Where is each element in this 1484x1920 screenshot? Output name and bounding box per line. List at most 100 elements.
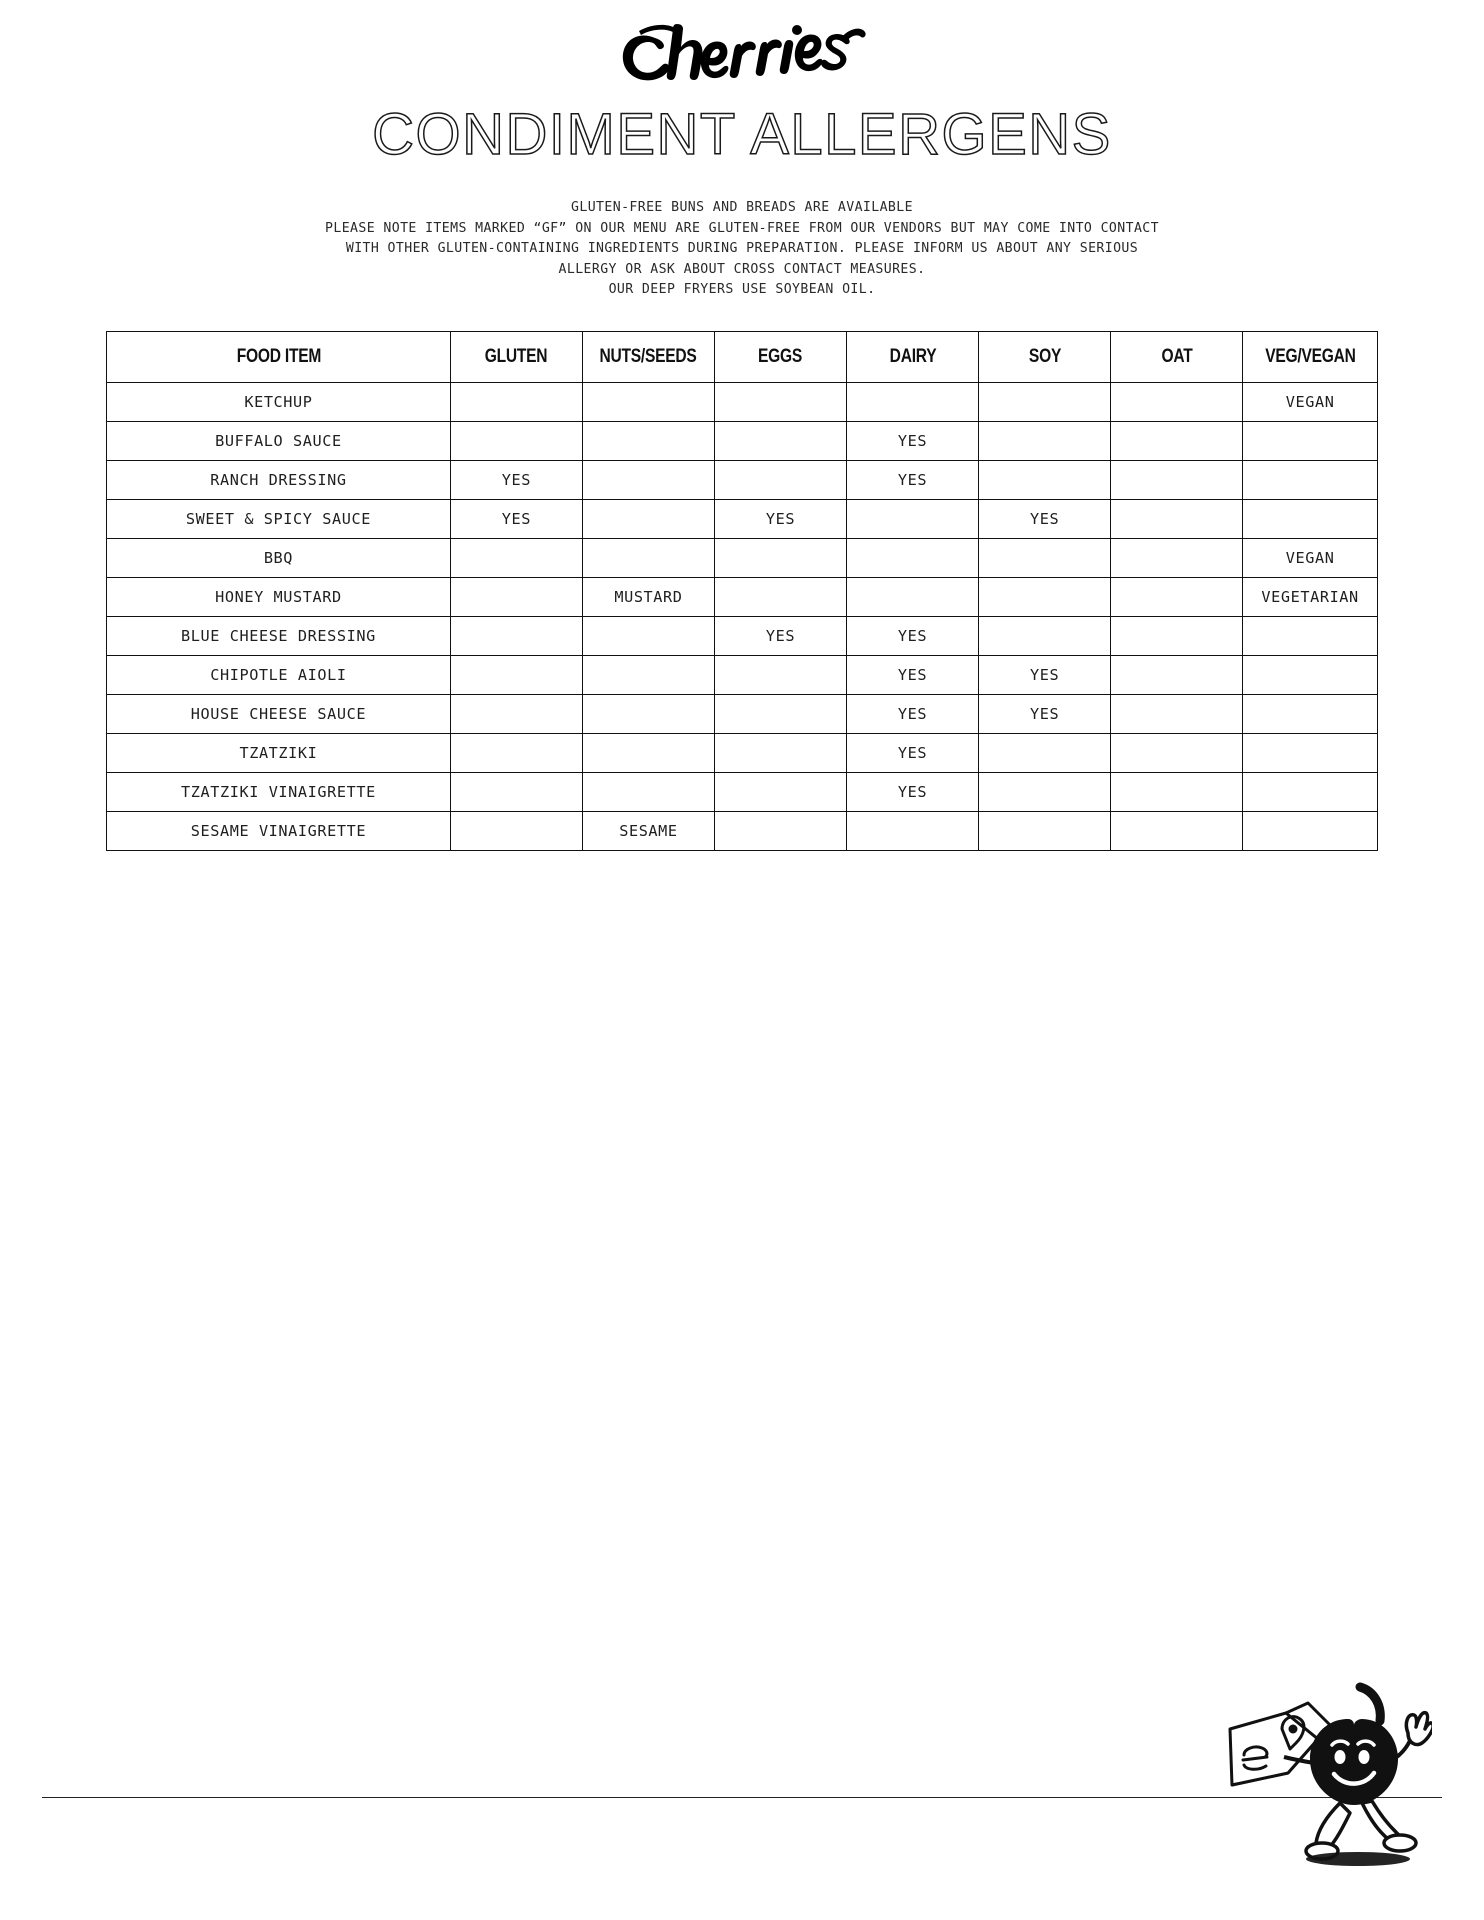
cell-gluten — [449, 576, 583, 617]
cell-dairy — [846, 537, 980, 578]
cell-food-item: TZATZIKI — [106, 732, 451, 773]
cell-gluten — [449, 420, 583, 461]
cell-eggs — [713, 459, 848, 500]
cherries-script-logo-icon — [622, 24, 866, 81]
cell-eggs — [713, 537, 848, 578]
cell-nuts-seeds — [581, 771, 715, 812]
cell-gluten: YES — [449, 498, 583, 539]
cell-veg-vegan: VEGAN — [1242, 537, 1378, 578]
column-header-gluten: GLUTEN — [461, 330, 571, 383]
cell-nuts-seeds — [581, 459, 715, 500]
cell-veg-vegan — [1242, 654, 1378, 695]
cell-nuts-seeds — [581, 498, 715, 539]
cell-eggs — [713, 576, 848, 617]
allergen-table: FOOD ITEM GLUTEN NUTS/SEEDS EGGS DAIRY S… — [106, 330, 1378, 851]
cell-nuts-seeds: MUSTARD — [581, 576, 715, 617]
table-row: TZATZIKI VINAIGRETTE YES — [106, 771, 1378, 812]
cell-gluten — [449, 732, 583, 773]
cell-dairy: YES — [846, 732, 980, 773]
page-title-text: CONDIMENT ALLERGENS — [372, 102, 1112, 167]
note-line-3: WITH OTHER GLUTEN-CONTAINING INGREDIENTS… — [345, 241, 1139, 256]
allergen-table-container: FOOD ITEM GLUTEN NUTS/SEEDS EGGS DAIRY S… — [106, 330, 1378, 851]
cell-veg-vegan — [1242, 420, 1378, 461]
cell-gluten — [449, 537, 583, 578]
cell-dairy: YES — [846, 420, 980, 461]
cell-food-item: HONEY MUSTARD — [106, 576, 451, 617]
cell-soy — [978, 576, 1112, 617]
cell-dairy: YES — [846, 459, 980, 500]
cell-food-item: BUFFALO SAUCE — [106, 420, 451, 461]
column-header-veg-vegan: VEG/VEGAN — [1254, 330, 1366, 383]
page-footer — [0, 1620, 1484, 1920]
cell-soy — [978, 381, 1112, 422]
cell-eggs: YES — [713, 615, 848, 656]
column-header-nuts-seeds: NUTS/SEEDS — [593, 330, 703, 383]
cell-soy: YES — [978, 498, 1112, 539]
table-row: SESAME VINAIGRETTE SESAME — [106, 810, 1378, 851]
cell-soy — [978, 420, 1112, 461]
cell-soy: YES — [978, 693, 1112, 734]
table-row: TZATZIKI YES — [106, 732, 1378, 773]
cell-eggs — [713, 810, 848, 851]
cell-veg-vegan — [1242, 693, 1378, 734]
cell-dairy — [846, 576, 980, 617]
walking-cherry-mascot-with-menu-icon — [1228, 1682, 1432, 1866]
cell-nuts-seeds — [581, 420, 715, 461]
footer-divider — [42, 1796, 1442, 1798]
cell-dairy — [846, 381, 980, 422]
table-row: KETCHUP VEGAN — [106, 381, 1378, 422]
cell-gluten — [449, 771, 583, 812]
cell-eggs — [713, 771, 848, 812]
cell-oat — [1110, 459, 1244, 500]
allergen-notes: GLUTEN-FREE BUNS AND BREADS ARE AVAILABL… — [0, 198, 1484, 301]
cell-oat — [1110, 732, 1244, 773]
cell-soy — [978, 615, 1112, 656]
table-row: HONEY MUSTARD MUSTARD VEGETARIAN — [106, 576, 1378, 617]
cell-gluten — [449, 810, 583, 851]
column-header-soy: SOY — [990, 330, 1100, 383]
cell-oat — [1110, 615, 1244, 656]
cell-veg-vegan — [1242, 615, 1378, 656]
cell-soy — [978, 732, 1112, 773]
table-row: RANCH DRESSING YES YES — [106, 459, 1378, 500]
table-row: BUFFALO SAUCE YES — [106, 420, 1378, 461]
cell-nuts-seeds — [581, 654, 715, 695]
cell-oat — [1110, 537, 1244, 578]
cell-food-item: CHIPOTLE AIOLI — [106, 654, 451, 695]
cell-soy: YES — [978, 654, 1112, 695]
allergen-table-header: FOOD ITEM GLUTEN NUTS/SEEDS EGGS DAIRY S… — [107, 330, 1378, 383]
allergen-table-body: KETCHUP VEGAN BUFFALO SAUCE YES RANCH DRESSI… — [106, 381, 1378, 851]
cell-eggs — [713, 732, 848, 773]
brand-logo — [0, 0, 1484, 106]
cell-dairy: YES — [846, 693, 980, 734]
cell-veg-vegan — [1242, 810, 1378, 851]
cell-gluten — [449, 381, 583, 422]
cell-dairy — [846, 810, 980, 851]
cell-veg-vegan — [1242, 498, 1378, 539]
cell-eggs — [713, 420, 848, 461]
cell-veg-vegan — [1242, 459, 1378, 500]
table-row: BBQ VEGAN — [106, 537, 1378, 578]
cell-soy — [978, 537, 1112, 578]
page-title: CONDIMENT ALLERGENS — [0, 102, 1484, 174]
cell-food-item: SWEET & SPICY SAUCE — [106, 498, 451, 539]
column-header-eggs: EGGS — [725, 330, 836, 383]
cell-soy — [978, 459, 1112, 500]
cell-gluten — [449, 654, 583, 695]
column-header-food-item: FOOD ITEM — [137, 330, 420, 383]
cell-oat — [1110, 654, 1244, 695]
cell-nuts-seeds: SESAME — [581, 810, 715, 851]
table-row: CHIPOTLE AIOLI YES YES — [106, 654, 1378, 695]
cell-gluten — [449, 615, 583, 656]
cell-veg-vegan: VEGAN — [1242, 381, 1378, 422]
note-line-1: GLUTEN-FREE BUNS AND BREADS ARE AVAILABL… — [571, 200, 913, 215]
cell-veg-vegan: VEGETARIAN — [1242, 576, 1378, 617]
cell-food-item: HOUSE CHEESE SAUCE — [106, 693, 451, 734]
cell-food-item: TZATZIKI VINAIGRETTE — [106, 771, 451, 812]
cell-food-item: SESAME VINAIGRETTE — [106, 810, 451, 851]
table-header-row: FOOD ITEM GLUTEN NUTS/SEEDS EGGS DAIRY S… — [107, 330, 1378, 383]
cell-food-item: BLUE CHEESE DRESSING — [106, 615, 451, 656]
note-line-5: OUR DEEP FRYERS USE SOYBEAN OIL. — [608, 282, 876, 297]
cell-soy — [978, 810, 1112, 851]
